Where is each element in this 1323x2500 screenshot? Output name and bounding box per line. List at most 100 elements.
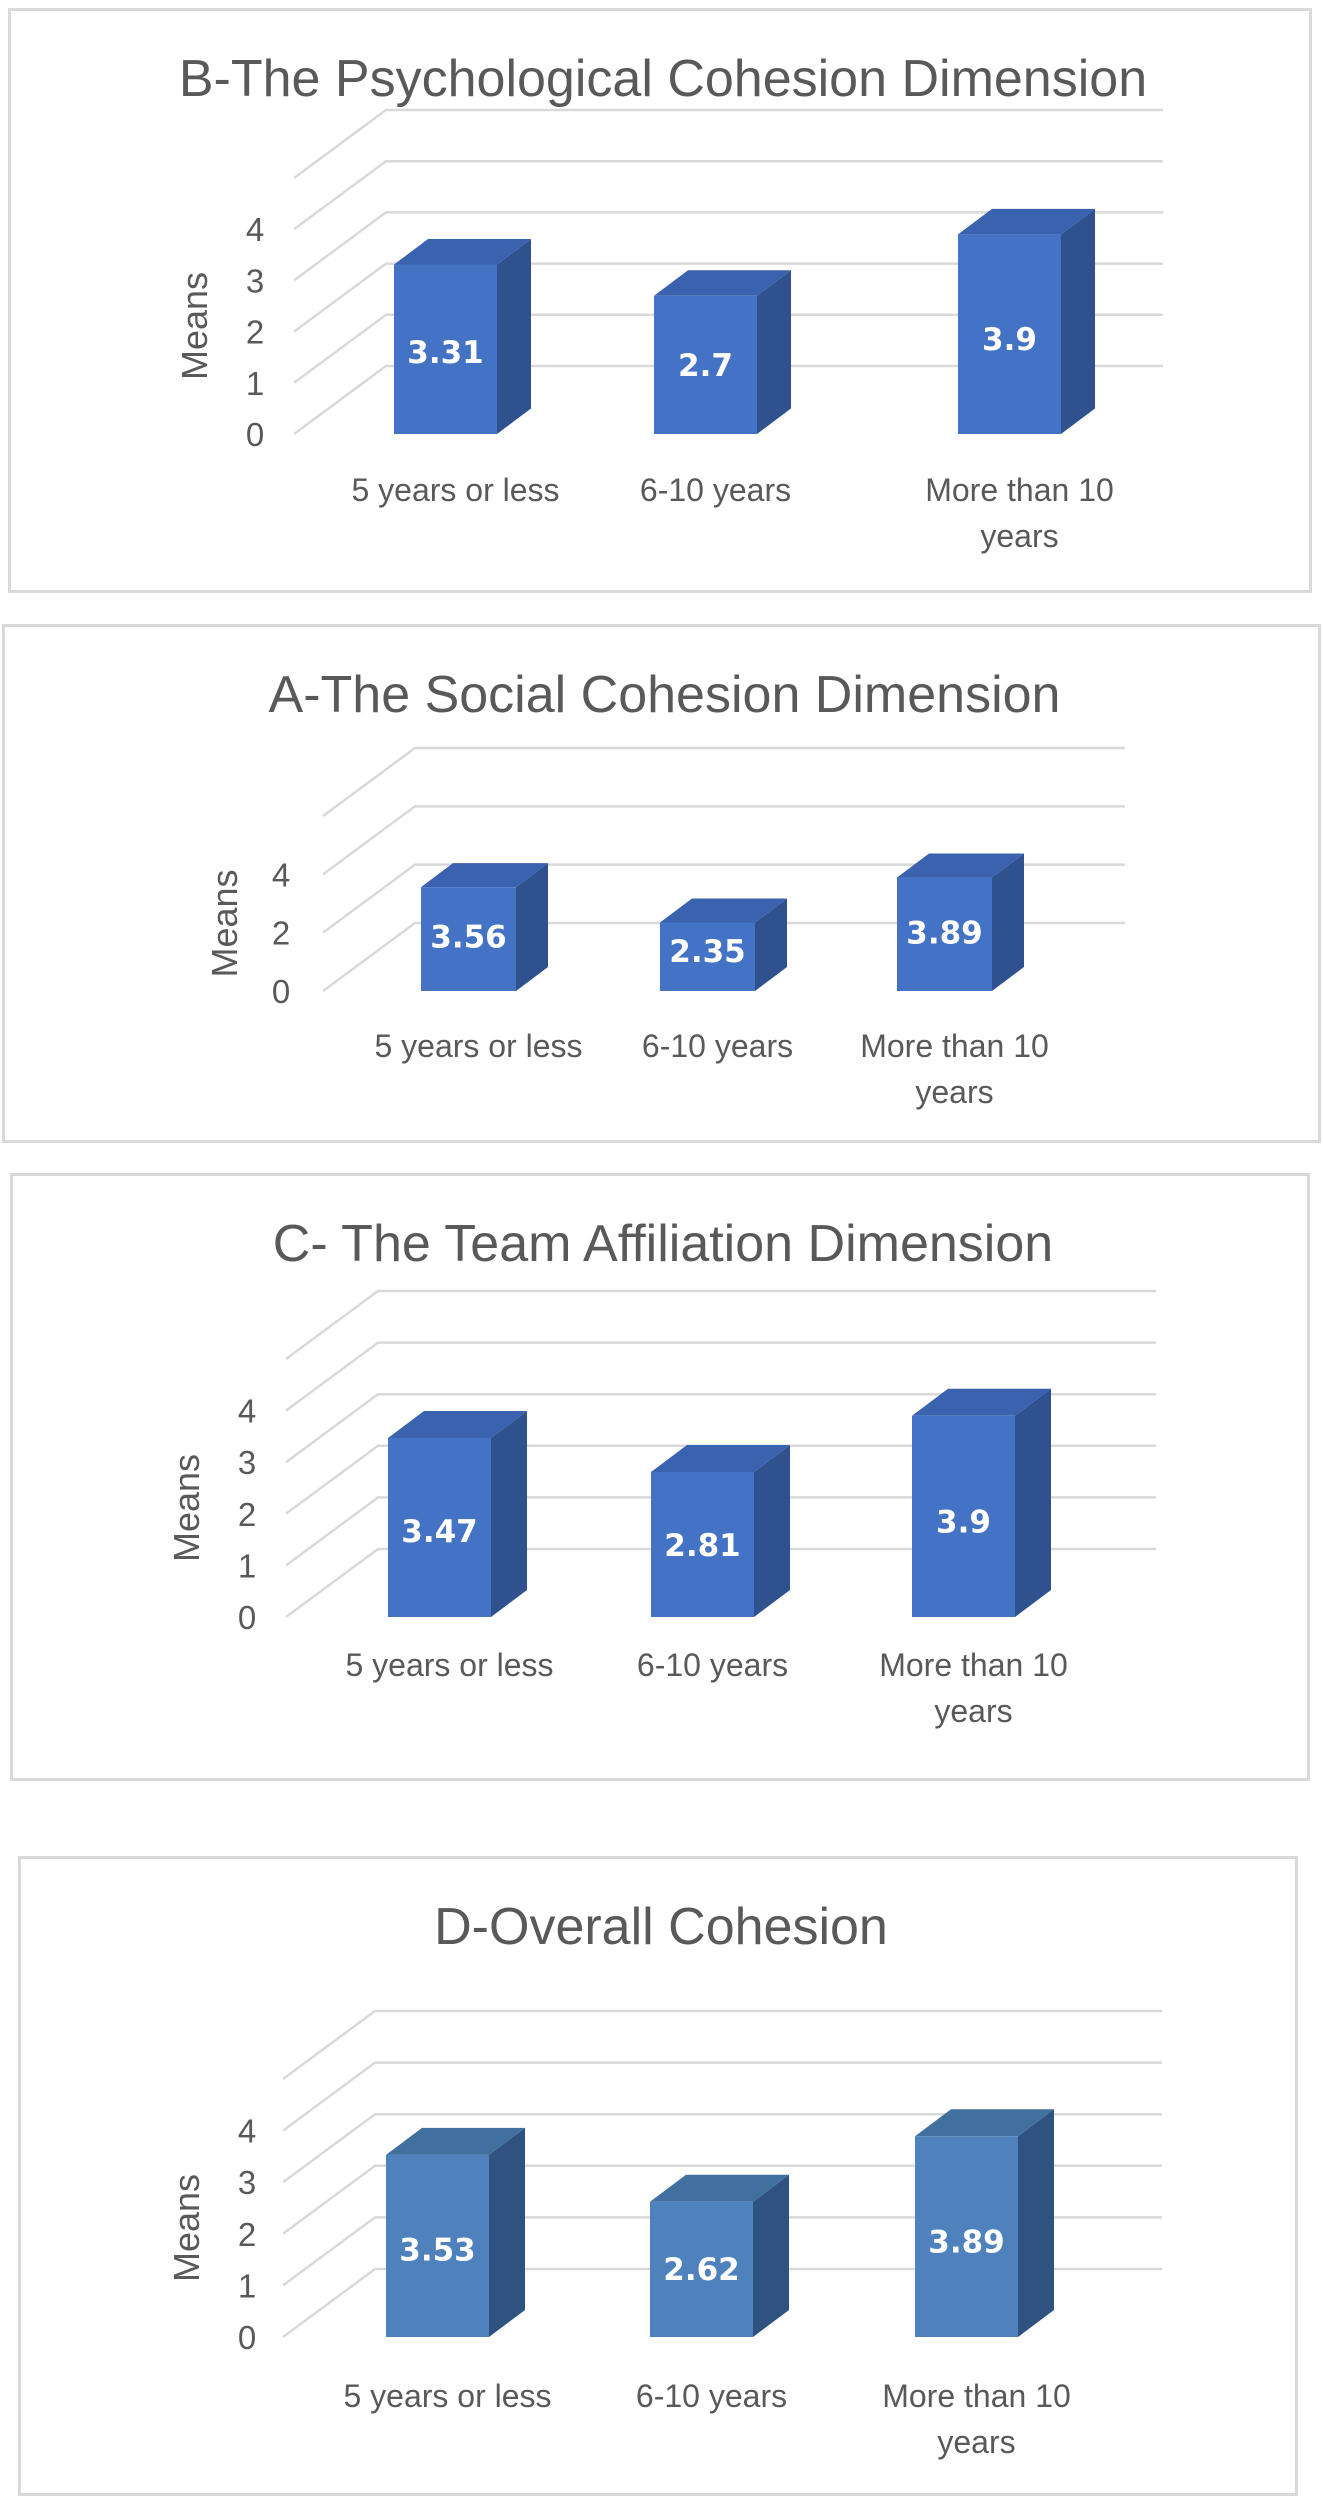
y-tick-label: 0	[238, 2319, 256, 2356]
chart-panel-psychological: B-The Psychological Cohesion Dimension 0 1…	[8, 8, 1312, 593]
data-label: 3.47	[401, 1514, 478, 1550]
bar-side	[489, 2127, 525, 2337]
gridline	[293, 313, 1163, 384]
data-label: 3.89	[906, 915, 983, 951]
x-category-label: More than 10	[882, 2378, 1071, 2414]
y-tick-label: 4	[238, 2113, 256, 2150]
data-label: 2.81	[664, 1528, 741, 1564]
bar-front	[651, 1472, 754, 1617]
bar-side	[1018, 2109, 1054, 2337]
chart-title: B-The Psychological Cohesion Dimension	[179, 50, 1147, 108]
x-category-label: 6-10 years	[640, 472, 791, 508]
bar-front	[394, 264, 497, 434]
data-label: 3.89	[928, 2225, 1005, 2261]
bar	[388, 1410, 527, 1617]
y-tick-label: 2	[246, 314, 264, 351]
bar	[915, 2109, 1054, 2337]
y-axis-title: Means	[204, 869, 245, 977]
bar-top	[386, 2127, 525, 2155]
gridline	[322, 921, 1125, 993]
bar-top	[421, 863, 548, 888]
y-tick-label: 3	[238, 1444, 256, 1481]
y-tick-label: 0	[246, 416, 264, 453]
y-tick-label: 4	[272, 856, 290, 893]
bar-front	[386, 2154, 489, 2337]
y-tick-label: 1	[246, 365, 264, 402]
gridline	[322, 863, 1125, 934]
bar	[654, 270, 791, 434]
gridline	[293, 211, 1163, 282]
gridline	[285, 1496, 1156, 1567]
bar-side	[516, 863, 548, 991]
x-category-label: 5 years or less	[345, 1647, 553, 1683]
bar-top	[915, 2109, 1054, 2137]
bar-side	[1061, 208, 1095, 434]
bar-front	[897, 877, 992, 991]
y-tick-label: 3	[238, 2164, 256, 2201]
chart-svg: A-The Social Cohesion Dimension 0 2 4 Means 3…	[204, 666, 1125, 1110]
bar-front	[421, 887, 516, 991]
bar-side	[757, 270, 791, 434]
data-label: 2.35	[669, 934, 746, 970]
x-category-label: 6-10 years	[642, 1028, 793, 1064]
y-axis-title: Means	[166, 2174, 207, 2282]
bar-front	[660, 922, 755, 991]
bar-front	[650, 2201, 753, 2337]
data-label: 3.9	[982, 322, 1037, 358]
bar	[651, 1445, 790, 1617]
bar	[897, 853, 1024, 991]
bar	[394, 239, 531, 434]
bar-side	[491, 1410, 527, 1617]
gridline	[285, 1289, 1156, 1361]
gridline	[293, 262, 1163, 333]
gridline	[282, 2112, 1162, 2184]
x-category-label: years	[934, 1693, 1012, 1729]
gridline	[293, 108, 1163, 180]
gridline	[285, 1547, 1156, 1619]
x-category-label: 5 years or less	[343, 2378, 551, 2414]
y-tick-label: 4	[246, 211, 264, 248]
bar	[386, 2127, 525, 2337]
gridline	[285, 1392, 1156, 1464]
chart-title: A-The Social Cohesion Dimension	[269, 666, 1061, 724]
y-tick-label: 0	[272, 973, 290, 1010]
chart-panel-overall: D-Overall Cohesion 0 1 2 3 4 Means 3.53 2.62 3.89…	[18, 1856, 1298, 2496]
bar-top	[388, 1410, 527, 1438]
y-tick-label: 4	[238, 1393, 256, 1430]
gridline	[285, 1341, 1156, 1412]
gridline	[322, 805, 1125, 876]
gridline	[293, 159, 1163, 231]
bar-top	[651, 1445, 790, 1473]
y-tick-label: 3	[246, 262, 264, 299]
gridline	[293, 364, 1163, 436]
data-label: 2.7	[678, 348, 733, 384]
bar	[958, 208, 1095, 434]
bar-top	[897, 853, 1024, 878]
x-category-label: years	[937, 2424, 1015, 2460]
chart-title: D-Overall Cohesion	[434, 1898, 888, 1956]
bar-side	[992, 853, 1024, 991]
bar	[421, 863, 548, 991]
y-tick-label: 1	[238, 1547, 256, 1584]
gridline	[282, 2164, 1162, 2235]
bar-top	[394, 239, 531, 265]
x-category-label: years	[980, 518, 1058, 554]
y-tick-label: 0	[238, 1599, 256, 1636]
bar-top	[660, 898, 787, 923]
chart-panel-social: A-The Social Cohesion Dimension 0 2 4 Means 3…	[2, 624, 1321, 1143]
bar-top	[958, 208, 1095, 235]
bar-side	[754, 1445, 790, 1617]
chart-svg: C- The Team Affiliation Dimension 0 1 2 3 4 Me…	[166, 1215, 1156, 1729]
data-label: 3.56	[430, 919, 507, 955]
x-category-label: years	[915, 1074, 993, 1110]
x-category-label: 5 years or less	[351, 472, 559, 508]
chart-svg: B-The Psychological Cohesion Dimension 0 1…	[174, 50, 1163, 554]
y-tick-label: 1	[238, 2267, 256, 2304]
x-category-label: More than 10	[879, 1647, 1068, 1683]
bar	[650, 2174, 789, 2337]
gridline	[282, 2009, 1162, 2081]
bar-front	[654, 295, 757, 434]
gridline	[282, 2216, 1162, 2287]
x-category-label: 6-10 years	[636, 2378, 787, 2414]
bar-top	[912, 1388, 1051, 1416]
